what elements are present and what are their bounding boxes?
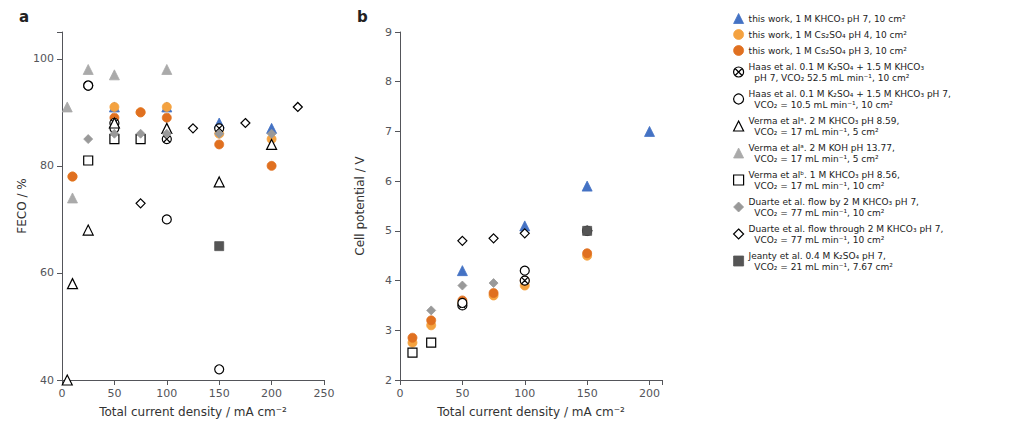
svg-text:60: 60 (40, 266, 54, 279)
svg-text:50: 50 (455, 387, 469, 400)
svg-text:4: 4 (385, 274, 392, 287)
svg-text:100: 100 (156, 387, 177, 400)
svg-text:150: 150 (209, 387, 230, 400)
svg-text:Duarte et al. flow through 2 M: Duarte et al. flow through 2 M KHCO₃ pH … (749, 224, 944, 234)
svg-text:Verma et alᵃ. 2 M KHCO₃ pH 8.5: Verma et alᵃ. 2 M KHCO₃ pH 8.59, (749, 116, 900, 126)
svg-text:pH 7, VCO₂ 52.5 mL min⁻¹, 10 c: pH 7, VCO₂ 52.5 mL min⁻¹, 10 cm² (749, 73, 910, 83)
svg-text:7: 7 (385, 125, 392, 138)
svg-text:150: 150 (577, 387, 598, 400)
svg-text:Cell potential / V: Cell potential / V (353, 155, 367, 255)
svg-text:0: 0 (397, 387, 404, 400)
svg-text:6: 6 (385, 175, 392, 188)
svg-text:Haas et al. 0.1 M K₂SO₄ + 1.5: Haas et al. 0.1 M K₂SO₄ + 1.5 M KHCO₃ (749, 62, 925, 72)
svg-text:VCO₂ = 21 mL min⁻¹, 7.67 cm²: VCO₂ = 21 mL min⁻¹, 7.67 cm² (749, 262, 894, 272)
svg-text:VCO₂ = 17 mL min⁻¹, 5 cm²: VCO₂ = 17 mL min⁻¹, 5 cm² (749, 154, 879, 164)
svg-text:Duarte et al. flow by 2 M KHCO: Duarte et al. flow by 2 M KHCO₃ pH 7, (749, 197, 919, 207)
svg-text:VCO₂ = 17 mL min⁻¹, 5 cm²: VCO₂ = 17 mL min⁻¹, 5 cm² (749, 127, 879, 137)
svg-text:100: 100 (514, 387, 535, 400)
svg-text:b: b (357, 8, 368, 26)
svg-text:250: 250 (314, 387, 335, 400)
svg-text:FECO / %: FECO / % (15, 178, 29, 233)
svg-text:0: 0 (59, 387, 66, 400)
svg-text:8: 8 (385, 75, 392, 88)
svg-text:3: 3 (385, 324, 392, 337)
svg-text:Total current density / mA cm⁻: Total current density / mA cm⁻² (436, 405, 625, 419)
svg-text:Haas et al. 0.1 M K₂SO₄ + 1.5: Haas et al. 0.1 M K₂SO₄ + 1.5 M KHCO₃ pH… (749, 89, 951, 99)
svg-text:Verma et alᵃ. 2 M KOH pH 13.77: Verma et alᵃ. 2 M KOH pH 13.77, (749, 143, 895, 153)
svg-text:this work, 1 M Cs₂SO₄ pH 3, 10: this work, 1 M Cs₂SO₄ pH 3, 10 cm² (749, 46, 908, 56)
svg-text:9: 9 (385, 26, 392, 39)
svg-text:this work, 1 M KHCO₃ pH 7, 10: this work, 1 M KHCO₃ pH 7, 10 cm² (749, 14, 906, 24)
svg-text:40: 40 (40, 374, 54, 387)
svg-text:VCO₂ = 17 mL min⁻¹, 10 cm²: VCO₂ = 17 mL min⁻¹, 10 cm² (749, 181, 885, 191)
svg-text:Total current density / mA cm⁻: Total current density / mA cm⁻² (98, 405, 287, 419)
svg-text:Jeanty et al. 0.4 M K₂SO₄ pH 7: Jeanty et al. 0.4 M K₂SO₄ pH 7, (748, 251, 886, 261)
svg-text:this work, 1 M Cs₂SO₄ pH 4, 10: this work, 1 M Cs₂SO₄ pH 4, 10 cm² (749, 30, 908, 40)
svg-text:VCO₂ = 10.5 mL min⁻¹, 10 cm²: VCO₂ = 10.5 mL min⁻¹, 10 cm² (749, 100, 894, 110)
svg-text:2: 2 (385, 374, 392, 387)
svg-text:5: 5 (385, 224, 392, 237)
svg-text:VCO₂ = 77 mL min⁻¹, 10 cm²: VCO₂ = 77 mL min⁻¹, 10 cm² (749, 208, 885, 218)
svg-text:200: 200 (261, 387, 282, 400)
svg-text:100: 100 (33, 52, 54, 65)
svg-text:Verma et alᵇ. 1 M KHCO₃ pH 8.5: Verma et alᵇ. 1 M KHCO₃ pH 8.56, (749, 170, 900, 180)
svg-text:VCO₂ = 77 mL min⁻¹, 10 cm²: VCO₂ = 77 mL min⁻¹, 10 cm² (749, 235, 885, 245)
svg-text:a: a (19, 8, 29, 26)
svg-text:50: 50 (107, 387, 121, 400)
svg-text:200: 200 (639, 387, 660, 400)
svg-text:80: 80 (40, 159, 54, 172)
